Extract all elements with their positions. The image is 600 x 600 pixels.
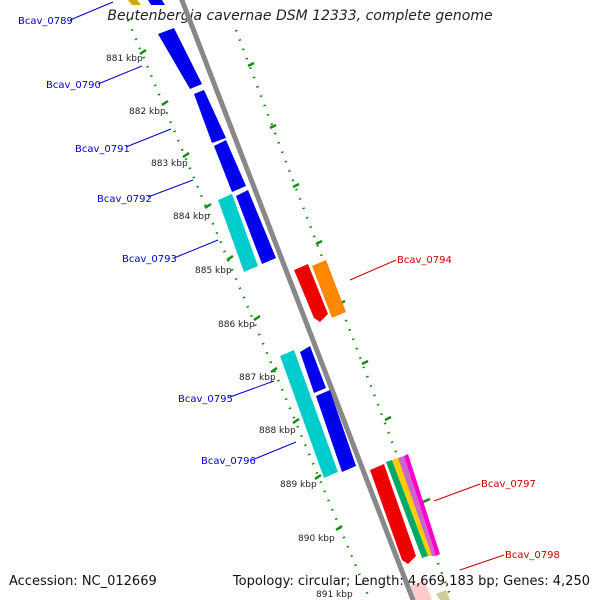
gene-label-bcav-0798[interactable]: Bcav_0798 [505,550,560,561]
kbp-label: 887 kbp [239,373,276,383]
gene-bcav-0793-cyan[interactable] [218,194,258,272]
gene-bcav-0791[interactable] [194,90,226,143]
gene-label-bcav-0797[interactable]: Bcav_0797 [481,479,536,490]
gene-label-bcav-0790[interactable]: Bcav_0790 [46,80,101,91]
gene-bcav-0796[interactable] [316,390,356,472]
gene-label-bcav-0793[interactable]: Bcav_0793 [122,254,177,265]
kbp-label: 885 kbp [195,266,232,276]
kbp-label: 889 kbp [280,480,317,490]
gene-bcav-0797-red[interactable] [370,464,416,564]
gene-label-bcav-0792[interactable]: Bcav_0792 [97,194,152,205]
gene-bcav-0794-red[interactable] [294,264,328,322]
gene-bcav-0795[interactable] [300,346,326,393]
outer-major-ticks [247,61,431,504]
gene-bcav-0797-stack[interactable] [386,460,428,558]
gene-label-bcav-0791[interactable]: Bcav_0791 [75,144,130,155]
gene-label-bcav-0795[interactable]: Bcav_0795 [178,394,233,405]
gene-features-right [294,260,450,600]
gene-bcav-0789[interactable] [128,0,141,5]
gene-bcav-0789b[interactable] [148,0,165,5]
accession-text: Accession: NC_012669 [9,574,157,589]
gene-label-bcav-0794[interactable]: Bcav_0794 [397,255,452,266]
kbp-label: 888 kbp [259,426,296,436]
gene-bcav-0798-olive[interactable] [436,590,450,600]
gene-bcav-0793[interactable] [236,190,276,264]
right-label-callouts [349,259,505,571]
kbp-major-ticks [139,48,343,532]
kbp-label: 883 kbp [151,159,188,169]
gene-bcav-0798[interactable] [410,580,432,600]
kbp-label: 891 kbp [316,590,353,600]
gene-bcav-0797-stack[interactable] [398,456,436,556]
gene-bcav-0795-cyan[interactable] [280,350,338,478]
kbp-label: 884 kbp [173,212,210,222]
gene-bcav-0797-stack[interactable] [404,454,440,556]
left-label-callouts [69,1,297,461]
gene-bcav-0790[interactable] [158,28,202,89]
kbp-label: 886 kbp [218,320,255,330]
topology-text: Topology: circular; Length: 4,669,183 bp… [232,574,590,589]
gene-bcav-0797-stack[interactable] [392,458,432,556]
map-title: Beutenbergia cavernae DSM 12333, complet… [107,8,493,24]
gene-label-bcav-0796[interactable]: Bcav_0796 [201,456,256,467]
gene-features-left [128,0,356,478]
kbp-label: 881 kbp [106,54,143,64]
kbp-label: 882 kbp [129,107,166,117]
gene-bcav-0792[interactable] [214,140,246,192]
genome-backbone [179,0,416,600]
gene-bcav-0794[interactable] [312,260,346,318]
kbp-label: 890 kbp [298,534,335,544]
gene-label-bcav-0789[interactable]: Bcav_0789 [18,16,73,27]
